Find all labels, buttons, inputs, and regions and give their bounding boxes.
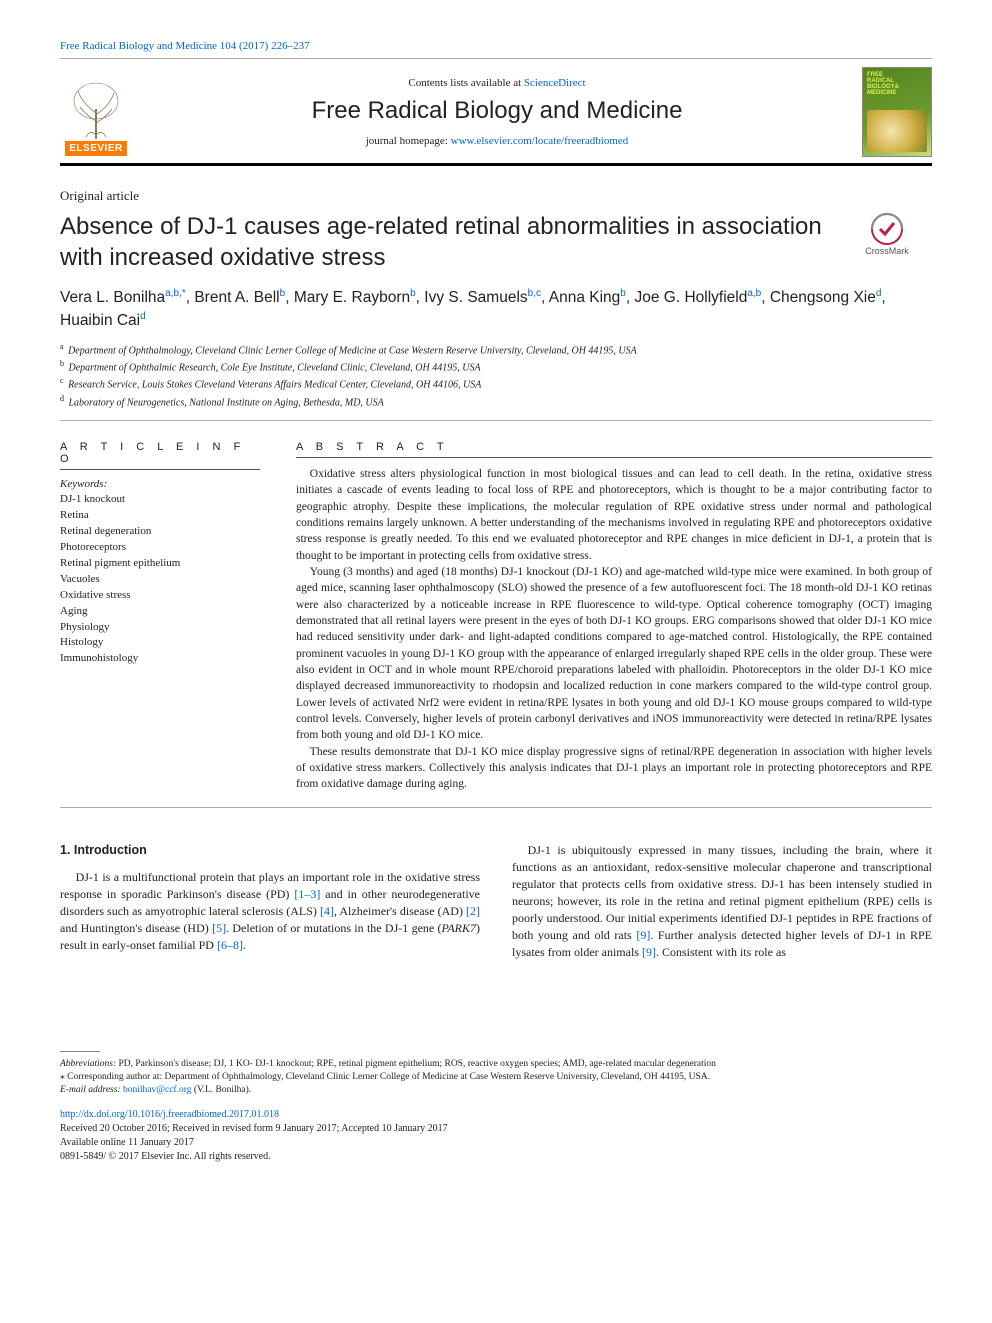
ref-link[interactable]: [1–3] (294, 887, 320, 901)
ref-link[interactable]: [4] (320, 904, 334, 918)
abstract-heading: A B S T R A C T (296, 441, 932, 453)
affiliation-line: a Department of Ophthalmology, Cleveland… (60, 341, 932, 358)
gene-name: PARK7 (442, 921, 476, 935)
abstract-column: A B S T R A C T Oxidative stress alters … (296, 441, 932, 793)
cover-line: MEDICINE (867, 90, 927, 96)
journal-header: ELSEVIER Contents lists available at Sci… (60, 59, 932, 163)
ref-link[interactable]: [5] (212, 921, 226, 935)
body-columns: 1. Introduction DJ-1 is a multifunctiona… (60, 842, 932, 961)
abbrev-label: Abbreviations: (60, 1059, 116, 1069)
affiliations: a Department of Ophthalmology, Cleveland… (60, 341, 932, 410)
top-citation[interactable]: Free Radical Biology and Medicine 104 (2… (60, 40, 932, 58)
keyword: Retinal degeneration (60, 524, 260, 540)
keyword: Immunohistology (60, 651, 260, 667)
header-center: Contents lists available at ScienceDirec… (148, 77, 846, 147)
abbrev-line: Abbreviations: PD, Parkinson's disease; … (60, 1058, 932, 1071)
rule (60, 420, 932, 421)
keyword: Oxidative stress (60, 588, 260, 604)
ref-link[interactable]: [6–8] (217, 938, 243, 952)
affiliation-line: b Department of Ophthalmic Research, Col… (60, 358, 932, 375)
homepage-link[interactable]: www.elsevier.com/locate/freeradbiomed (451, 135, 629, 147)
email-who: (V.L. Bonilha). (191, 1085, 251, 1095)
keyword: Retinal pigment epithelium (60, 556, 260, 572)
online-line: Available online 11 January 2017 (60, 1136, 932, 1150)
cover-image (867, 110, 927, 152)
doi-link[interactable]: http://dx.doi.org/10.1016/j.freeradbiome… (60, 1109, 279, 1120)
rule (60, 807, 932, 808)
elsevier-wordmark: ELSEVIER (65, 141, 126, 156)
keyword: DJ-1 knockout (60, 492, 260, 508)
abstract-paragraph: Oxidative stress alters physiological fu… (296, 466, 932, 564)
footnotes: Abbreviations: PD, Parkinson's disease; … (60, 1058, 932, 1098)
keyword: Photoreceptors (60, 540, 260, 556)
authors-line: Vera L. Bonilhaa,b,*, Brent A. Bellb, Ma… (60, 287, 932, 332)
email-line: E-mail address: bonilhav@ccf.org (V.L. B… (60, 1084, 932, 1097)
homepage-line: journal homepage: www.elsevier.com/locat… (148, 135, 846, 147)
body-paragraph: DJ-1 is ubiquitously expressed in many t… (512, 842, 932, 961)
sciencedirect-link[interactable]: ScienceDirect (524, 77, 586, 89)
corresponding-author: ⁎ Corresponding author at: Department of… (60, 1071, 932, 1084)
ref-link[interactable]: [9] (642, 945, 656, 959)
crossmark-badge[interactable]: CrossMark (842, 212, 932, 256)
footnote-rule (60, 1051, 100, 1052)
info-abstract: A R T I C L E I N F O Keywords: DJ-1 kno… (60, 441, 932, 793)
keyword: Vacuoles (60, 572, 260, 588)
rule (296, 457, 932, 458)
keywords-label: Keywords: (60, 478, 260, 490)
ref-link[interactable]: [2] (466, 904, 480, 918)
rule (60, 469, 260, 470)
text-run: . (243, 938, 246, 952)
keyword: Histology (60, 635, 260, 651)
elsevier-tree-icon (68, 81, 124, 141)
keywords-list: DJ-1 knockoutRetinaRetinal degenerationP… (60, 492, 260, 667)
body-paragraph: DJ-1 is a multifunctional protein that p… (60, 869, 480, 954)
citation-link[interactable]: Free Radical Biology and Medicine 104 (2… (60, 40, 310, 52)
article-type: Original article (60, 188, 932, 204)
journal-cover-thumb: FREE RADICAL BIOLOGY& MEDICINE (862, 67, 932, 157)
contents-prefix: Contents lists available at (408, 77, 523, 89)
abbrev-text: PD, Parkinson's disease; DJ, 1 KO- DJ-1 … (116, 1059, 716, 1069)
text-run: . Deletion of or mutations in the DJ-1 g… (226, 921, 441, 935)
email-label: E-mail address: (60, 1085, 123, 1095)
keyword: Aging (60, 604, 260, 620)
text-run: and Huntington's disease (HD) (60, 921, 212, 935)
email-link[interactable]: bonilhav@ccf.org (123, 1085, 191, 1095)
text-run: , Alzheimer's disease (AD) (334, 904, 466, 918)
affiliation-line: d Laboratory of Neurogenetics, National … (60, 393, 932, 410)
abstract-paragraph: Young (3 months) and aged (18 months) DJ… (296, 564, 932, 744)
affiliation-line: c Research Service, Louis Stokes Clevela… (60, 375, 932, 392)
title-row: Absence of DJ-1 causes age-related retin… (60, 212, 932, 273)
crossmark-label: CrossMark (842, 246, 932, 256)
received-line: Received 20 October 2016; Received in re… (60, 1122, 932, 1136)
info-heading: A R T I C L E I N F O (60, 441, 260, 465)
journal-name: Free Radical Biology and Medicine (148, 97, 846, 125)
article-title: Absence of DJ-1 causes age-related retin… (60, 212, 826, 273)
ref-link[interactable]: [9] (636, 928, 650, 942)
rule-thick (60, 163, 932, 166)
copyright-line: 0891-5849/ © 2017 Elsevier Inc. All righ… (60, 1150, 932, 1164)
text-run: . Consistent with its role as (656, 945, 786, 959)
keyword: Physiology (60, 620, 260, 636)
elsevier-logo: ELSEVIER (60, 68, 132, 156)
article-info-column: A R T I C L E I N F O Keywords: DJ-1 kno… (60, 441, 260, 793)
crossmark-icon (870, 212, 904, 246)
keyword: Retina (60, 508, 260, 524)
abstract-body: Oxidative stress alters physiological fu… (296, 466, 932, 793)
section-heading: 1. Introduction (60, 842, 480, 860)
abstract-paragraph: These results demonstrate that DJ-1 KO m… (296, 744, 932, 793)
homepage-prefix: journal homepage: (366, 135, 451, 147)
contents-line: Contents lists available at ScienceDirec… (148, 77, 846, 89)
doi-block: http://dx.doi.org/10.1016/j.freeradbiome… (60, 1108, 932, 1164)
